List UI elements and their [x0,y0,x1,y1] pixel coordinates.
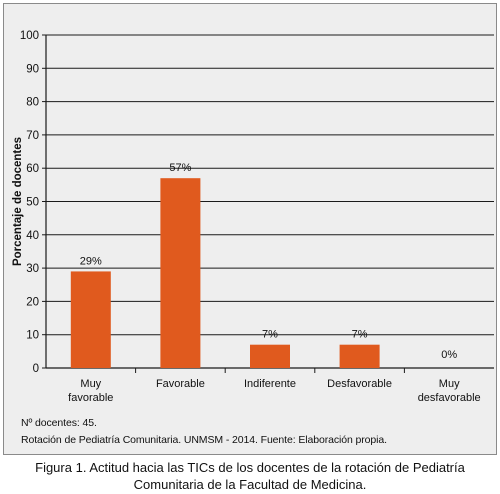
bar [70,271,111,368]
data-label: 29% [80,255,102,267]
y-tick-label: 70 [26,130,39,142]
y-tick-label: 0 [33,363,39,375]
y-tick-label: 50 [26,197,39,209]
sample-size-note: Nº docentes: 45. [21,417,97,429]
y-tick-label: 40 [26,230,39,242]
bar [250,344,290,368]
chart-panel: 0 10 20 30 40 50 60 70 80 90 100 Porcentaje de doce… [3,3,497,455]
y-tick-label: 100 [20,30,39,42]
data-label: 7% [262,329,278,341]
category-label: Muy favorable [68,378,113,404]
y-tick-label: 90 [26,63,39,75]
caption-line-1: Figura 1. Actitud hacia las TICs de los … [35,460,465,475]
y-tick-label: 20 [26,296,39,308]
y-tick-label: 10 [26,330,39,342]
category-label: Favorable [156,378,205,390]
figure-caption: Figura 1. Actitud hacia las TICs de los … [0,459,500,493]
y-axis-label: Porcentaje de docentes [12,137,24,266]
y-tick-label: 60 [26,163,39,175]
y-tick-label: 80 [26,97,39,109]
bar-chart: 0 10 20 30 40 50 60 70 80 90 100 Porcentaje de doce… [12,30,494,404]
data-label: 7% [352,329,368,341]
bar [160,178,201,368]
category-label: Muy desfavorable [418,378,481,404]
source-note: Rotación de Pediatría Comunitaria. UNMSM… [21,434,387,446]
data-label: 57% [169,162,191,174]
data-label: 0% [441,349,457,361]
category-label: Indiferente [244,378,296,390]
y-tick-label: 30 [26,263,39,275]
caption-line-2: Comunitaria de la Facultad de Medicina. [133,477,367,492]
category-label: Desfavorable [327,378,392,390]
bar [339,344,380,368]
